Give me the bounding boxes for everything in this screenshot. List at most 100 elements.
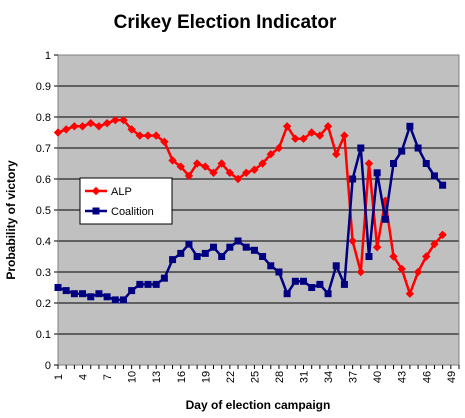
data-point-square xyxy=(193,253,201,260)
data-point-diamond xyxy=(78,122,87,131)
data-point-diamond xyxy=(242,168,251,178)
data-point-diamond xyxy=(348,236,357,246)
data-point-square xyxy=(177,249,185,257)
x-tick-label: 4 xyxy=(78,374,90,380)
legend-item-coalition: Coalition xyxy=(85,206,154,218)
x-tick-label: 22 xyxy=(225,371,237,383)
data-point-square xyxy=(103,293,111,301)
data-point-square xyxy=(209,243,217,251)
legend: ALP Coalition xyxy=(79,177,173,225)
data-point-diamond xyxy=(94,122,104,131)
data-point-diamond xyxy=(111,115,120,125)
series-alp xyxy=(53,115,447,298)
data-point-diamond xyxy=(315,131,325,140)
data-point-diamond xyxy=(53,128,63,137)
data-point-diamond xyxy=(176,162,185,171)
data-point-square xyxy=(169,256,177,264)
legend-item-alp: ALP xyxy=(85,186,132,198)
data-point-diamond xyxy=(430,239,439,249)
data-point-square xyxy=(291,277,299,285)
y-tick-label: 0.8 xyxy=(36,112,51,124)
data-point-square xyxy=(340,280,348,288)
data-point-diamond xyxy=(438,230,447,240)
data-point-diamond xyxy=(233,174,243,184)
data-point-diamond xyxy=(405,289,415,298)
data-point-diamond xyxy=(282,122,292,131)
data-point-square xyxy=(201,249,209,257)
data-point-square xyxy=(242,243,250,251)
data-point-square xyxy=(144,280,152,288)
data-point-diamond xyxy=(209,168,218,178)
data-point-diamond xyxy=(422,252,431,261)
x-tick-label: 25 xyxy=(249,371,261,383)
data-point-diamond xyxy=(61,125,71,134)
y-tick-label: 0.7 xyxy=(36,143,51,155)
x-tick-label: 28 xyxy=(274,371,286,383)
data-point-diamond xyxy=(413,267,423,277)
data-point-square xyxy=(406,122,414,130)
data-point-square xyxy=(430,172,438,180)
x-tick-label: 13 xyxy=(151,371,163,383)
data-point-square xyxy=(308,284,316,291)
data-point-square xyxy=(349,175,357,183)
x-tick-label: 34 xyxy=(323,371,335,383)
data-point-diamond xyxy=(389,252,398,261)
data-point-square xyxy=(398,147,406,155)
data-point-square xyxy=(152,280,160,288)
data-point-square xyxy=(136,280,144,288)
data-point-diamond xyxy=(307,128,316,137)
data-point-diamond xyxy=(250,165,259,174)
data-point-diamond xyxy=(258,159,267,168)
data-point-square xyxy=(414,144,422,152)
series-lines xyxy=(53,115,447,304)
x-tick-label: 10 xyxy=(127,371,139,383)
data-point-diamond xyxy=(70,122,79,131)
data-point-diamond xyxy=(356,267,366,277)
data-point-diamond xyxy=(151,131,161,140)
data-point-square xyxy=(185,240,193,248)
data-point-diamond xyxy=(192,159,202,168)
data-point-square xyxy=(62,287,70,295)
x-tick-label: 49 xyxy=(446,371,458,383)
data-point-square xyxy=(226,243,234,251)
data-point-square xyxy=(332,262,340,270)
y-tick-label: 0.2 xyxy=(36,298,51,310)
data-point-square xyxy=(87,293,95,301)
data-point-diamond xyxy=(323,122,333,131)
y-tick-label: 0.1 xyxy=(36,329,51,341)
data-point-square xyxy=(390,160,398,167)
legend-label: ALP xyxy=(111,186,132,198)
y-tick-label: 0.3 xyxy=(36,267,51,279)
x-tick-labels: 1 4 7 10 13 16 19 22 25 28 31 34 37 40 43 46 49 xyxy=(53,365,460,383)
data-point-square xyxy=(111,296,119,304)
x-tick-label: 19 xyxy=(200,371,212,383)
y-tick-label: 1 xyxy=(45,50,51,62)
data-point-square xyxy=(95,290,103,298)
data-point-diamond xyxy=(274,143,284,153)
data-point-diamond xyxy=(266,149,275,159)
y-tick-label: 0 xyxy=(45,360,51,372)
data-point-square xyxy=(365,253,373,260)
data-point-square xyxy=(439,181,447,189)
data-point-square xyxy=(357,144,365,152)
data-point-square xyxy=(70,290,78,298)
chart-title: Crikey Election Indicator xyxy=(114,12,337,33)
legend-label: Coalition xyxy=(111,206,154,218)
data-point-diamond xyxy=(340,131,349,140)
data-point-diamond xyxy=(225,168,235,178)
x-tick-label: 43 xyxy=(397,371,409,383)
legend-marker xyxy=(92,207,100,215)
data-point-diamond xyxy=(299,134,308,143)
data-point-diamond xyxy=(143,131,153,140)
data-point-diamond xyxy=(332,149,341,159)
legend-box xyxy=(79,177,173,225)
data-point-diamond xyxy=(201,162,210,171)
data-point-diamond xyxy=(217,159,226,168)
data-point-diamond xyxy=(291,134,300,143)
y-tick-labels: 0 0.1 0.2 0.3 0.4 0.5 0.6 0.7 0.8 0.9 1 xyxy=(36,50,58,372)
data-point-diamond xyxy=(364,159,374,168)
data-point-diamond xyxy=(397,264,406,274)
data-point-diamond xyxy=(135,131,145,140)
y-axis-label: Probability of victory xyxy=(4,160,18,280)
